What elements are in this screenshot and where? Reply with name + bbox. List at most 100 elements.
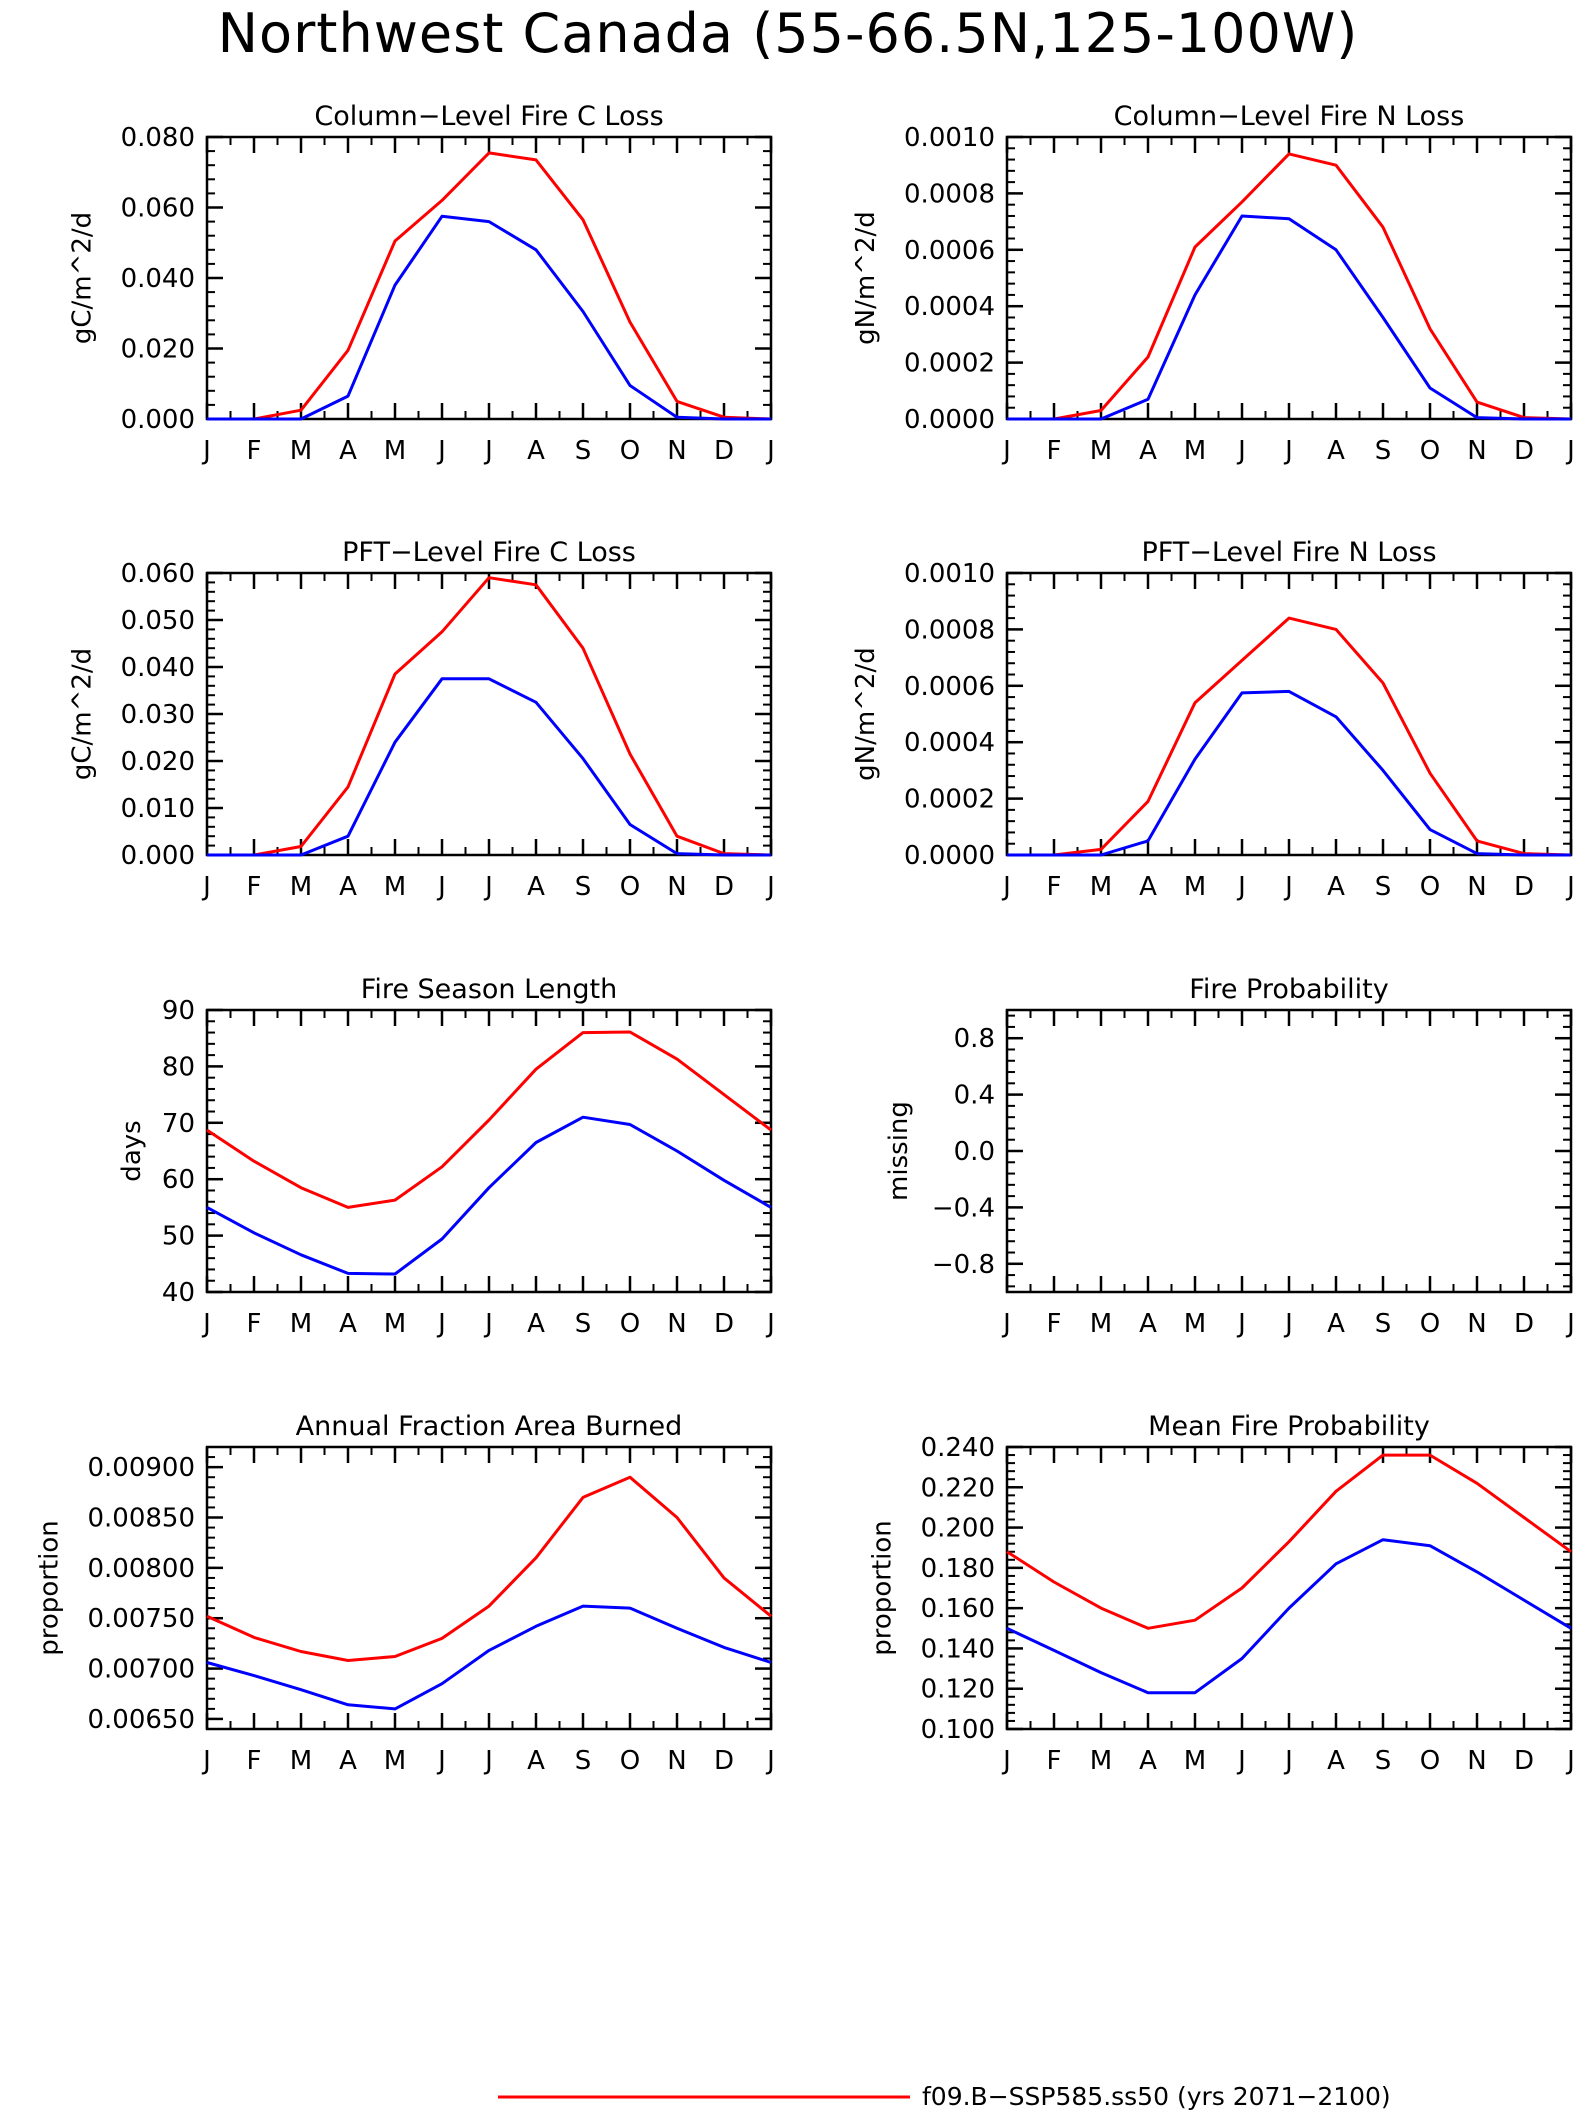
- x-tick-label: M: [384, 1309, 406, 1339]
- y-tick-label: 0.180: [921, 1554, 995, 1584]
- y-tick-label: 0.00800: [87, 1554, 195, 1584]
- x-tick-label: O: [1420, 436, 1440, 466]
- panel-title: Fire Probability: [1189, 974, 1389, 1005]
- y-axis-label: gC/m^2/d: [68, 648, 98, 780]
- plot-frame: [205, 135, 773, 421]
- x-tick-label: F: [1047, 1746, 1062, 1776]
- y-axis-label: proportion: [35, 1520, 65, 1655]
- x-tick-label: J: [1001, 436, 1011, 466]
- x-tick-label: M: [1090, 436, 1112, 466]
- x-tick-label: J: [765, 1309, 775, 1339]
- x-tick-label: F: [247, 872, 262, 902]
- plot-frame: [1005, 135, 1573, 421]
- y-tick-label: 0.0000: [904, 405, 995, 435]
- y-tick-label: 0.040: [121, 264, 195, 294]
- series-line-2: [207, 214, 771, 421]
- x-tick-label: D: [1514, 1309, 1534, 1339]
- x-tick-label: D: [1514, 436, 1534, 466]
- figure-title: Northwest Canada (55-66.5N,125-100W): [218, 2, 1359, 65]
- x-tick-label: A: [1139, 436, 1157, 466]
- y-axis-label: gN/m^2/d: [851, 211, 881, 345]
- plot-frame: [1005, 1008, 1573, 1294]
- x-tick-label: J: [1565, 436, 1575, 466]
- y-tick-label: 0.00700: [87, 1655, 195, 1685]
- y-tick-label: 0.0000: [904, 841, 995, 871]
- x-tick-label: J: [765, 1746, 775, 1776]
- x-tick-label: A: [1327, 436, 1345, 466]
- y-tick-label: 0.00650: [87, 1705, 195, 1735]
- y-tick-label: 0.100: [921, 1715, 995, 1745]
- x-tick-label: S: [1375, 436, 1392, 466]
- x-tick-label: F: [1047, 436, 1062, 466]
- x-tick-label: M: [384, 1746, 406, 1776]
- x-tick-label: N: [667, 436, 686, 466]
- x-tick-label: J: [436, 1309, 446, 1339]
- series-line-2: [1007, 214, 1571, 421]
- chart-panel-1: J F M A M J J A S O N D J0.0000.0200.0400.0600.080Co…: [68, 101, 775, 466]
- chart-panel-2: J F M A M J J A S O N D J0.00000.00020.00040.00060.0…: [851, 101, 1575, 466]
- chart-panel-7: J F M A M J J A S O N D J0.006500.007000.007500.0080…: [35, 1411, 775, 1776]
- x-tick-label: J: [1283, 872, 1293, 902]
- x-tick-label: M: [290, 436, 312, 466]
- x-tick-label: D: [714, 872, 734, 902]
- x-tick-label: F: [247, 436, 262, 466]
- y-tick-label: 0.080: [121, 123, 195, 153]
- x-tick-label: D: [714, 1309, 734, 1339]
- y-axis-label: gN/m^2/d: [851, 647, 881, 781]
- y-tick-label: 0.0004: [904, 292, 995, 322]
- panel-title: PFT−Level Fire C Loss: [342, 537, 636, 568]
- x-tick-label: M: [1090, 1309, 1112, 1339]
- x-tick-label: M: [1184, 872, 1206, 902]
- x-tick-label: J: [483, 436, 493, 466]
- series-line-1: [207, 576, 772, 857]
- x-tick-label: J: [1001, 1309, 1011, 1339]
- x-tick-label: N: [667, 1309, 686, 1339]
- y-tick-label: 0.020: [121, 747, 195, 777]
- series-line-2: [206, 1604, 772, 1711]
- panel-title: PFT−Level Fire N Loss: [1141, 537, 1436, 568]
- series-line-2: [1006, 1538, 1572, 1695]
- x-tick-label: A: [1139, 1309, 1157, 1339]
- x-tick-label: F: [247, 1309, 262, 1339]
- y-tick-label: 0.010: [121, 794, 195, 824]
- x-tick-label: J: [1001, 1746, 1011, 1776]
- y-tick-label: 70: [162, 1109, 195, 1139]
- series-line-1: [1007, 152, 1572, 421]
- x-tick-label: J: [1236, 436, 1246, 466]
- y-tick-label: 0.0: [954, 1137, 995, 1167]
- x-tick-label: M: [1090, 872, 1112, 902]
- x-tick-label: S: [575, 436, 592, 466]
- x-tick-label: S: [1375, 1309, 1392, 1339]
- x-tick-label: J: [1565, 1746, 1575, 1776]
- x-tick-label: O: [620, 1746, 640, 1776]
- y-axis-label: gC/m^2/d: [68, 212, 98, 344]
- x-tick-label: A: [339, 436, 357, 466]
- panel-title: Annual Fraction Area Burned: [296, 1411, 683, 1442]
- x-tick-label: J: [201, 1309, 211, 1339]
- x-tick-label: J: [1236, 1309, 1246, 1339]
- y-tick-label: 0.120: [921, 1675, 995, 1705]
- x-tick-label: A: [527, 1746, 545, 1776]
- series-line-1: [206, 1475, 772, 1662]
- x-tick-label: O: [1420, 1746, 1440, 1776]
- series-line-1: [206, 1030, 772, 1209]
- series-line-1: [1007, 616, 1572, 857]
- panel-title: Column−Level Fire N Loss: [1114, 101, 1465, 132]
- y-tick-label: 0.040: [121, 653, 195, 683]
- x-tick-label: M: [1090, 1746, 1112, 1776]
- y-tick-label: 0.00850: [87, 1504, 195, 1534]
- y-tick-label: 0.160: [921, 1594, 995, 1624]
- x-tick-label: F: [247, 1746, 262, 1776]
- x-tick-label: D: [1514, 872, 1534, 902]
- x-tick-label: D: [1514, 1746, 1534, 1776]
- chart-panel-4: J F M A M J J A S O N D J0.00000.00020.00040.00060.0…: [851, 537, 1575, 902]
- y-tick-label: −0.8: [932, 1250, 995, 1280]
- x-tick-label: J: [201, 1746, 211, 1776]
- panel-title: Mean Fire Probability: [1148, 1411, 1430, 1442]
- x-tick-label: J: [201, 872, 211, 902]
- y-tick-label: 0.000: [121, 405, 195, 435]
- x-tick-label: A: [1327, 1746, 1345, 1776]
- x-tick-label: A: [1139, 1746, 1157, 1776]
- series-line-2: [207, 677, 771, 857]
- legend-label: f09.B−SSP585.ss50 (yrs 2071−2100): [922, 2082, 1391, 2111]
